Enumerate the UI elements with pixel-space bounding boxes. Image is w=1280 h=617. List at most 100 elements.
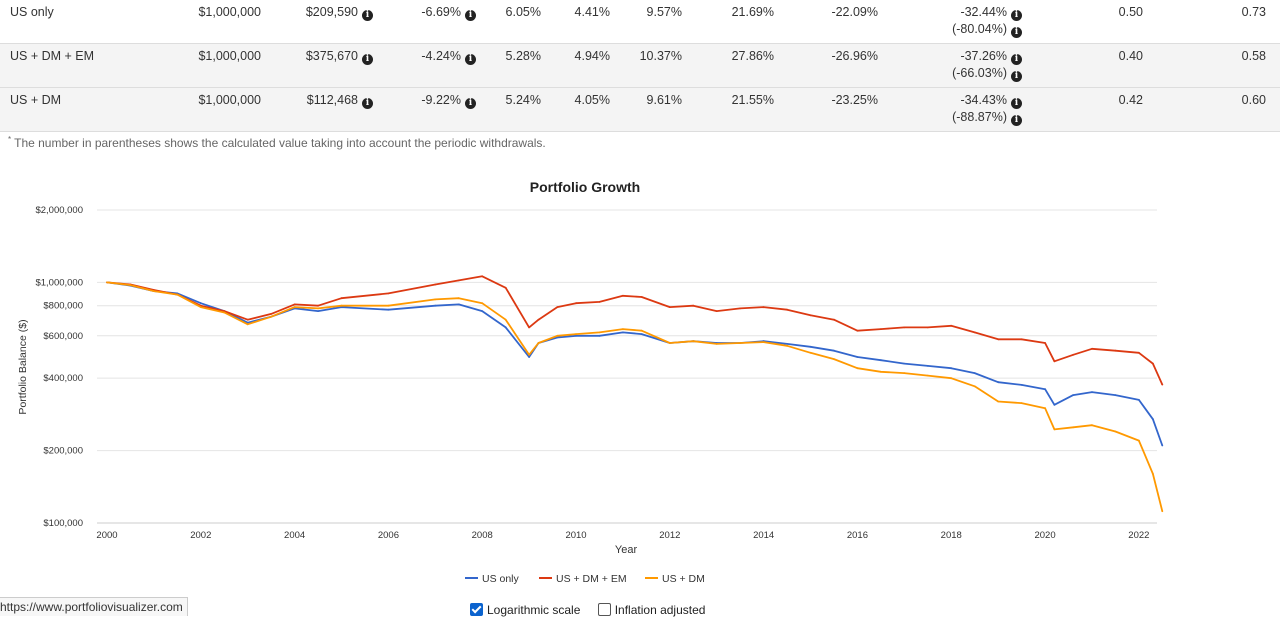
cell-c3: 9.57% — [647, 4, 682, 20]
data-point — [317, 310, 319, 312]
data-point — [1053, 428, 1056, 431]
data-point — [833, 349, 835, 352]
cell-worst: -22.09% — [831, 4, 878, 20]
data-point — [880, 359, 882, 362]
data-point — [973, 385, 976, 388]
cell-sortino: 0.60 — [1242, 92, 1266, 108]
inflation-adjusted-label: Inflation adjusted — [614, 603, 706, 617]
data-point — [528, 356, 530, 358]
status-bar-url: https://www.portfoliovisualizer.com — [0, 597, 188, 616]
log-scale-option[interactable]: Logarithmic scale — [470, 603, 580, 617]
info-icon[interactable]: i — [362, 98, 373, 109]
cell-initial-value: $1,000,000 — [198, 5, 261, 19]
data-point — [317, 304, 319, 307]
cell-best-value: 27.86% — [731, 49, 774, 63]
cell-final-value: $209,590 — [305, 5, 358, 19]
data-point — [556, 336, 559, 339]
data-point — [715, 310, 718, 312]
y-tick-label: $1,000,000 — [35, 277, 83, 288]
data-point — [762, 341, 765, 343]
data-point — [504, 318, 507, 321]
data-point — [1020, 384, 1023, 386]
info-icon[interactable]: i — [465, 10, 476, 21]
cell-c1-value: 5.24% — [505, 93, 541, 107]
data-point — [434, 298, 437, 301]
info-icon[interactable]: i — [1011, 115, 1022, 126]
data-point — [1152, 362, 1154, 365]
footnote: * The number in parentheses shows the cal… — [8, 135, 546, 150]
cell-c2-value: 4.41% — [574, 5, 610, 19]
data-point — [340, 297, 343, 300]
x-tick-label: 2002 — [190, 530, 211, 541]
info-icon[interactable]: i — [1011, 54, 1022, 65]
data-point — [528, 326, 530, 329]
cell-final: $112,468 i — [307, 92, 373, 109]
data-point — [199, 306, 202, 308]
inflation-adjusted-option[interactable]: Inflation adjusted — [597, 603, 706, 617]
x-tick-label: 2010 — [565, 530, 586, 541]
info-icon[interactable]: i — [465, 54, 476, 65]
data-point — [715, 343, 718, 345]
cell-worst-value: -26.96% — [831, 49, 878, 63]
data-point — [640, 329, 643, 332]
cell-c3-value: 10.37% — [639, 49, 682, 63]
cell-name-value: US only — [10, 5, 54, 19]
cell-drawdown-value: -37.26% — [960, 49, 1007, 63]
info-icon[interactable]: i — [465, 98, 476, 109]
cell-final-value: $112,468 — [306, 93, 358, 107]
cell-drawdown: -34.43% i — [960, 92, 1022, 109]
table-row: US only $1,000,000 $209,590 i -6.69% i 6.05% 4.… — [0, 0, 1280, 44]
inflation-adjusted-checkbox[interactable] — [597, 603, 611, 616]
cell-cagr-value: -4.24% — [421, 49, 461, 63]
cell-name: US + DM + EM — [10, 48, 94, 64]
data-point — [622, 331, 624, 334]
data-point — [903, 372, 906, 374]
data-point — [1161, 444, 1164, 447]
x-tick-label: 2006 — [378, 530, 399, 541]
cell-sharpe-value: 0.42 — [1118, 93, 1143, 107]
data-point — [387, 304, 390, 307]
cell-drawdown-value: -32.44% — [960, 5, 1007, 19]
cell-worst-value: -22.09% — [831, 5, 878, 19]
cell-worst: -23.25% — [831, 92, 878, 108]
info-icon[interactable]: i — [1011, 27, 1022, 38]
data-point — [246, 318, 249, 321]
y-tick-label: $2,000,000 — [35, 205, 83, 216]
data-point — [106, 281, 108, 284]
data-point — [692, 340, 695, 343]
cell-c1-value: 6.05% — [505, 5, 541, 19]
data-point — [223, 311, 226, 314]
info-icon[interactable]: i — [1011, 71, 1022, 82]
cell-name-value: US + DM + EM — [10, 49, 95, 63]
data-point — [668, 342, 671, 344]
data-point — [1072, 353, 1075, 356]
table-row: US + DM $1,000,000 $112,468 i -9.22% i 5.24% 4.… — [0, 88, 1280, 132]
log-scale-checkbox[interactable] — [470, 603, 483, 616]
data-point — [153, 290, 155, 292]
data-point — [556, 334, 559, 337]
data-point — [1114, 349, 1117, 352]
cell-sortino-value: 0.73 — [1241, 5, 1266, 19]
info-icon[interactable]: i — [1011, 10, 1022, 21]
data-point — [1091, 391, 1093, 393]
data-point — [1138, 439, 1140, 442]
data-point — [739, 342, 742, 344]
cell-worst-value: -23.25% — [831, 93, 878, 107]
x-tick-label: 2008 — [472, 530, 493, 541]
data-point — [598, 301, 601, 303]
info-icon[interactable]: i — [1011, 98, 1022, 109]
data-point — [786, 344, 788, 347]
cell-drawdown: -37.26% i — [960, 48, 1022, 65]
data-point — [387, 292, 390, 295]
info-icon[interactable]: i — [362, 54, 373, 65]
cell-drawdown-adjusted: (-80.04%) i — [952, 21, 1022, 38]
data-point — [926, 326, 929, 329]
data-point — [1152, 418, 1154, 421]
cell-best-value: 21.55% — [731, 93, 774, 107]
cell-drawdown-value: -34.43% — [960, 93, 1007, 107]
x-tick-label: 2000 — [96, 530, 117, 541]
data-point — [1091, 347, 1093, 350]
data-point — [833, 358, 835, 360]
info-icon[interactable]: i — [362, 10, 373, 21]
cell-c3: 9.61% — [647, 92, 682, 108]
